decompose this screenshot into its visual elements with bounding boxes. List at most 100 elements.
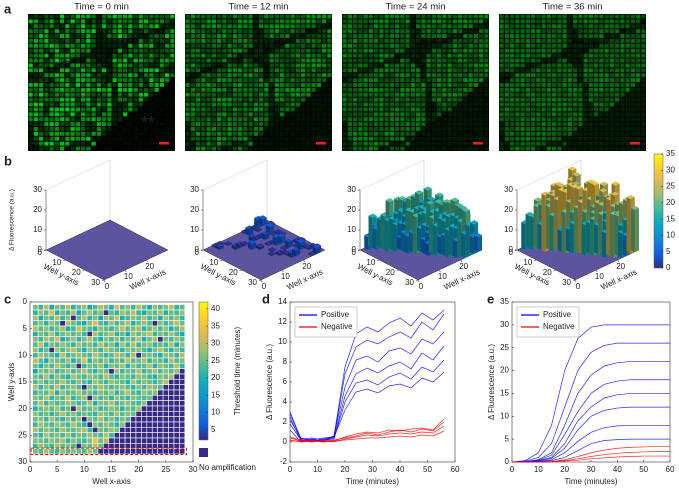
well: [290, 87, 295, 92]
well: [620, 63, 625, 68]
well: [154, 63, 159, 68]
cell: [59, 368, 66, 375]
well: [573, 117, 578, 122]
well: [33, 53, 38, 58]
y-tick-label: 10: [209, 258, 218, 267]
well: [107, 63, 112, 68]
well: [479, 107, 484, 112]
well: [322, 34, 327, 38]
well: [400, 102, 405, 107]
well: [301, 122, 306, 127]
well: [222, 112, 227, 117]
well: [60, 63, 65, 68]
well: [290, 78, 295, 82]
cell: [141, 320, 148, 327]
column-top: [256, 243, 265, 248]
well: [33, 29, 38, 34]
well: [290, 122, 295, 127]
x-tick-label: 10: [281, 272, 290, 281]
well: [599, 107, 604, 112]
well: [201, 107, 206, 112]
well: [379, 34, 384, 38]
x-tick: [439, 269, 441, 273]
well: [484, 146, 489, 151]
well: [243, 19, 248, 24]
well: [484, 53, 489, 58]
well: [431, 117, 436, 122]
well: [342, 73, 347, 78]
panel-label: a: [4, 1, 12, 16]
well: [368, 127, 373, 131]
well: [395, 102, 400, 107]
well: [322, 102, 327, 107]
well: [416, 43, 421, 48]
well: [196, 97, 201, 102]
well: [248, 48, 253, 53]
well: [253, 127, 258, 131]
well: [311, 117, 316, 122]
cell: [168, 325, 175, 332]
well: [594, 63, 599, 68]
well: [405, 102, 410, 107]
well: [578, 19, 583, 24]
well: [567, 131, 572, 136]
well: [604, 141, 609, 146]
well: [107, 24, 112, 29]
well: [421, 68, 426, 73]
well: [217, 117, 222, 122]
well: [452, 68, 457, 73]
well: [431, 112, 436, 117]
well: [557, 127, 562, 131]
well: [81, 112, 86, 117]
well: [316, 97, 321, 102]
well: [206, 14, 211, 19]
well: [573, 63, 578, 68]
well: [520, 34, 525, 38]
well: [389, 73, 394, 78]
well: [573, 24, 578, 29]
well: [578, 97, 583, 102]
well: [70, 141, 75, 146]
well: [510, 107, 515, 112]
well: [625, 92, 630, 97]
well: [144, 48, 149, 53]
well: [573, 38, 578, 43]
well: [410, 92, 415, 97]
well: [405, 87, 410, 92]
well: [358, 107, 363, 112]
well: [107, 112, 112, 117]
well: [515, 136, 520, 141]
well: [269, 117, 274, 122]
well: [452, 117, 457, 122]
well: [347, 102, 352, 107]
well: [274, 58, 279, 63]
well: [133, 146, 138, 151]
well: [437, 24, 442, 29]
cell: [103, 363, 110, 369]
well: [253, 24, 258, 29]
column-side: [268, 242, 273, 246]
well: [75, 78, 80, 82]
well: [609, 107, 614, 112]
well: [630, 29, 635, 34]
well: [274, 53, 279, 58]
well: [447, 48, 452, 53]
well: [552, 78, 557, 82]
well: [311, 107, 316, 112]
well: [217, 53, 222, 58]
cell: [157, 309, 164, 316]
well: [510, 48, 515, 53]
cell: [65, 341, 72, 348]
micrograph: [499, 14, 646, 151]
well: [311, 78, 316, 82]
cell: [97, 304, 104, 311]
well: [306, 14, 311, 19]
well: [384, 43, 389, 48]
well: [594, 112, 599, 117]
well: [353, 38, 358, 43]
column-side: [247, 241, 252, 250]
well: [112, 107, 117, 112]
well: [484, 78, 489, 82]
well: [28, 43, 33, 48]
well: [222, 63, 227, 68]
